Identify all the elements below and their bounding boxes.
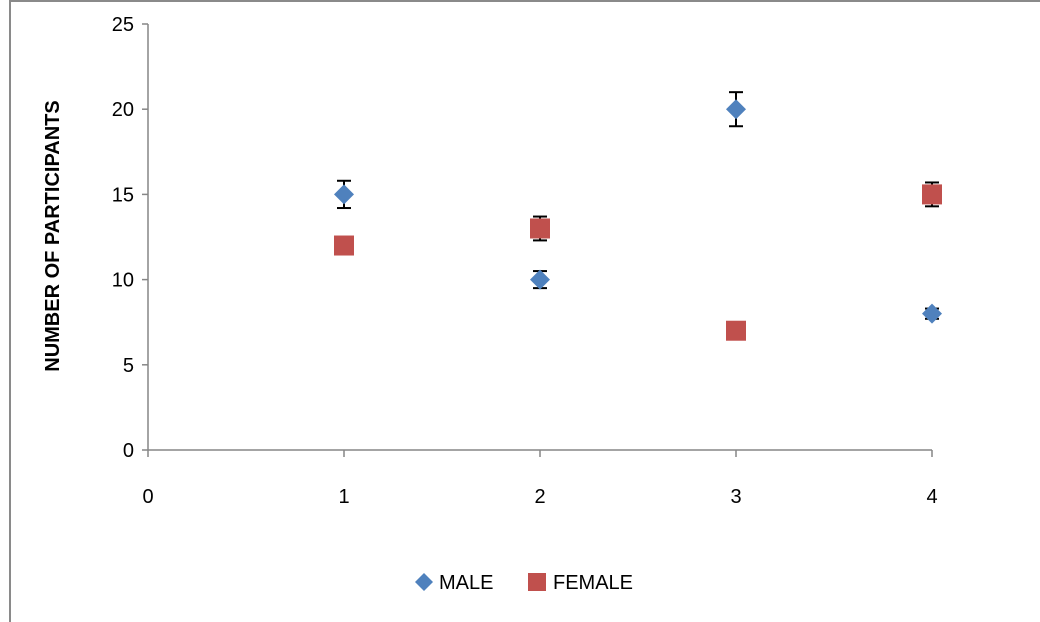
axes: 0 5 10 15 20 25 0 1 2 3 4 xyxy=(112,14,938,508)
male-point xyxy=(726,99,746,120)
x-tick-label: 1 xyxy=(338,486,349,508)
y-tick-label: 5 xyxy=(123,355,134,377)
male-point xyxy=(334,184,354,205)
legend-item-male: MALE xyxy=(415,572,493,594)
x-tick-label: 2 xyxy=(534,486,545,508)
chart-border-left xyxy=(9,0,11,622)
male-point xyxy=(922,303,942,324)
female-point xyxy=(334,235,354,256)
male-point xyxy=(415,573,433,591)
female-point xyxy=(726,320,746,341)
y-tick-label: 10 xyxy=(112,270,134,292)
female-point xyxy=(528,573,546,591)
y-tick-label: 25 xyxy=(112,14,134,36)
x-tick-label: 4 xyxy=(926,486,937,508)
legend-label: FEMALE xyxy=(553,572,633,594)
x-tick-label: 0 xyxy=(142,486,153,508)
chart-border-top xyxy=(9,0,1040,2)
y-tick-label: 20 xyxy=(112,99,134,121)
y-tick-label: 15 xyxy=(112,184,134,206)
y-axis-title: NUMBER OF PARTICIPANTS xyxy=(42,100,64,371)
data-markers xyxy=(334,99,942,341)
legend-item-female: FEMALE xyxy=(528,572,633,594)
legend-label: MALE xyxy=(439,572,493,594)
male-point xyxy=(530,269,550,290)
female-point xyxy=(922,184,942,205)
x-tick-label: 3 xyxy=(730,486,741,508)
error-bars xyxy=(337,91,939,320)
legend: MALE FEMALE xyxy=(415,572,633,594)
female-point xyxy=(530,218,550,239)
y-tick-label: 0 xyxy=(123,440,134,462)
